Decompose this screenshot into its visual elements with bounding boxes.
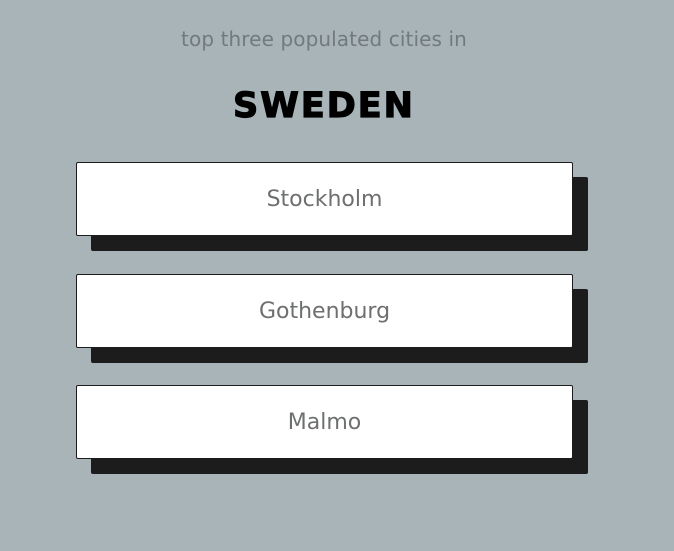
city-label: Malmo: [287, 409, 362, 435]
city-label: Stockholm: [266, 186, 383, 212]
city-card-stockholm[interactable]: Stockholm: [76, 162, 573, 236]
city-card-wrapper: Gothenburg: [76, 274, 588, 364]
city-label: Gothenburg: [258, 298, 391, 324]
country-title: SWEDEN: [232, 85, 415, 126]
city-card-wrapper: Stockholm: [76, 162, 588, 252]
city-card-gothenburg[interactable]: Gothenburg: [76, 274, 573, 348]
city-card-malmo[interactable]: Malmo: [76, 385, 573, 459]
subtitle: top three populated cities in: [181, 27, 467, 51]
city-card-wrapper: Malmo: [76, 385, 588, 475]
